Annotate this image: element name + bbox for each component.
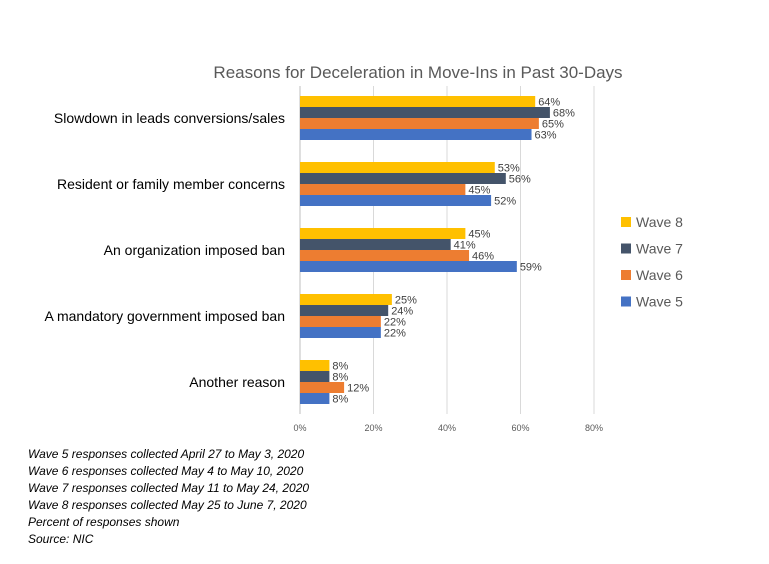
bar bbox=[300, 382, 345, 393]
legend-swatch bbox=[621, 270, 631, 280]
bar bbox=[300, 371, 330, 382]
footnote-source: Source: NIC bbox=[28, 532, 94, 546]
data-label: 56% bbox=[509, 174, 531, 186]
legend-label: Wave 7 bbox=[636, 241, 683, 257]
bar bbox=[300, 250, 470, 261]
bar bbox=[300, 239, 451, 250]
data-label: 12% bbox=[347, 383, 369, 395]
x-tick-label: 40% bbox=[438, 423, 456, 433]
legend: Wave 8 Wave 7 Wave 6 Wave 5 bbox=[621, 214, 683, 310]
data-label: 63% bbox=[535, 130, 557, 142]
data-label: 68% bbox=[553, 108, 575, 120]
bar bbox=[300, 195, 492, 206]
x-tick-label: 60% bbox=[511, 423, 529, 433]
data-label: 45% bbox=[468, 229, 490, 241]
bars bbox=[300, 96, 550, 404]
bar bbox=[300, 316, 381, 327]
category-label: Slowdown in leads conversions/sales bbox=[54, 110, 285, 126]
category-label: Resident or family member concerns bbox=[57, 176, 285, 192]
data-label: 8% bbox=[332, 361, 348, 373]
data-label: 64% bbox=[538, 97, 560, 109]
footnote-wave8: Wave 8 responses collected May 25 to Jun… bbox=[28, 498, 307, 512]
data-label: 8% bbox=[332, 372, 348, 384]
bar bbox=[300, 184, 466, 195]
bar bbox=[300, 360, 330, 371]
data-label: 46% bbox=[472, 251, 494, 263]
footnote-wave7: Wave 7 responses collected May 11 to May… bbox=[28, 481, 310, 495]
legend-label: Wave 5 bbox=[636, 294, 683, 310]
data-label: 24% bbox=[391, 306, 413, 318]
bar bbox=[300, 118, 539, 129]
bar bbox=[300, 107, 550, 118]
data-label: 25% bbox=[395, 295, 417, 307]
data-label: 8% bbox=[332, 394, 348, 406]
data-label: 59% bbox=[520, 262, 542, 274]
bar bbox=[300, 228, 466, 239]
bar bbox=[300, 327, 381, 338]
x-tick-label: 0% bbox=[293, 423, 306, 433]
legend-swatch bbox=[621, 217, 631, 227]
bar bbox=[300, 305, 389, 316]
data-label: 22% bbox=[384, 328, 406, 340]
legend-swatch bbox=[621, 243, 631, 254]
legend-label: Wave 6 bbox=[636, 267, 683, 283]
data-label: 41% bbox=[454, 240, 476, 252]
data-labels: 64%68%65%63%53%56%45%52%45%41%46%59%25%2… bbox=[332, 97, 575, 406]
footnote-wave5: Wave 5 responses collected April 27 to M… bbox=[28, 447, 305, 461]
bar bbox=[300, 173, 506, 184]
bar bbox=[300, 261, 517, 272]
category-labels: Slowdown in leads conversions/sales Resid… bbox=[45, 110, 285, 390]
x-tick-label: 20% bbox=[364, 423, 382, 433]
footnote-percent: Percent of responses shown bbox=[28, 515, 180, 529]
bar bbox=[300, 393, 330, 404]
footnote-wave6: Wave 6 responses collected May 4 to May … bbox=[28, 464, 304, 478]
x-axis-ticks: 0% 20% 40% 60% 80% bbox=[293, 423, 603, 433]
category-label: A mandatory government imposed ban bbox=[45, 308, 285, 324]
category-label: Another reason bbox=[189, 374, 285, 390]
x-tick-label: 80% bbox=[585, 423, 603, 433]
bar bbox=[300, 96, 536, 107]
footnotes: Wave 5 responses collected April 27 to M… bbox=[28, 446, 309, 548]
bar bbox=[300, 162, 495, 173]
data-label: 22% bbox=[384, 317, 406, 329]
data-label: 53% bbox=[498, 163, 520, 175]
data-label: 52% bbox=[494, 196, 516, 208]
legend-swatch bbox=[621, 296, 631, 307]
category-label: An organization imposed ban bbox=[104, 242, 285, 258]
chart-title: Reasons for Deceleration in Move-Ins in … bbox=[213, 63, 622, 82]
bar bbox=[300, 294, 392, 305]
bar bbox=[300, 129, 532, 140]
legend-label: Wave 8 bbox=[636, 214, 683, 230]
chart: Reasons for Deceleration in Move-Ins in … bbox=[45, 63, 684, 433]
data-label: 45% bbox=[468, 185, 490, 197]
data-label: 65% bbox=[542, 119, 564, 131]
